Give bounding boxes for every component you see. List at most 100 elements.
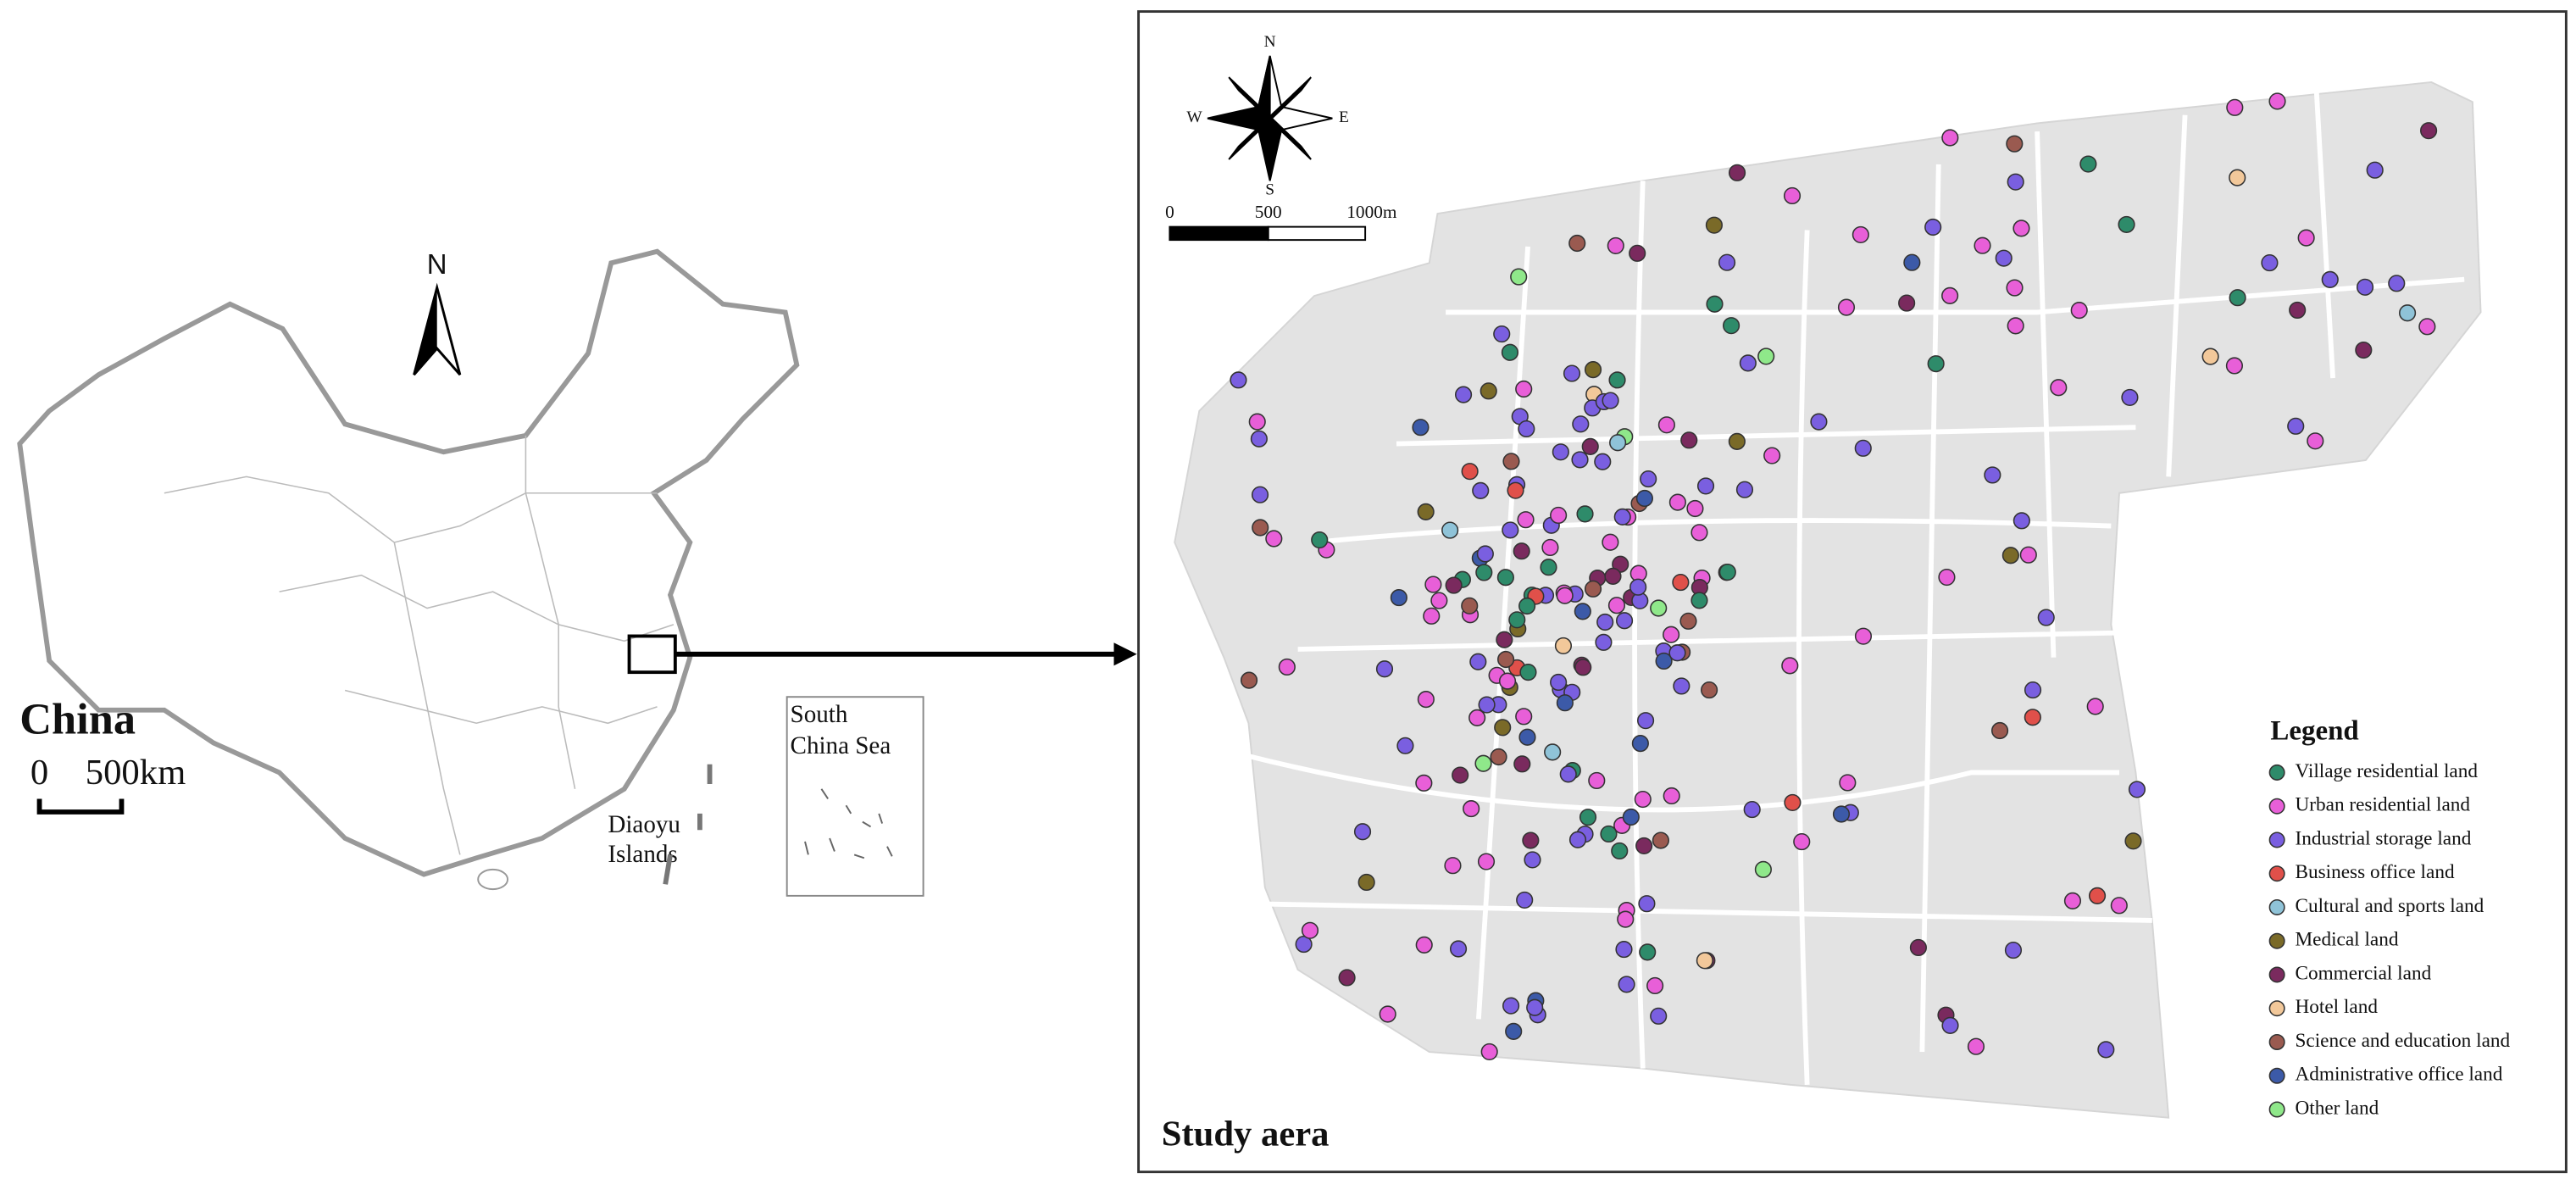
land-point	[1556, 587, 1574, 604]
land-point	[2226, 98, 2244, 116]
legend-swatch	[2268, 898, 2285, 915]
land-point	[1832, 805, 1851, 823]
land-point	[1967, 1037, 1985, 1055]
inset-label: South	[791, 701, 848, 728]
hainan	[477, 868, 509, 891]
land-point	[1640, 470, 1657, 488]
land-point	[1515, 708, 1533, 726]
north-label: N	[427, 248, 447, 280]
land-point	[1622, 808, 1640, 826]
land-point	[1743, 800, 1761, 819]
land-point	[2037, 609, 2055, 626]
province-lines	[344, 689, 658, 725]
legend-swatch	[2268, 798, 2285, 815]
land-point	[1655, 652, 1673, 670]
land-point	[1596, 613, 1614, 631]
land-point	[1690, 592, 1708, 609]
land-point	[2063, 892, 2082, 909]
land-point	[1518, 728, 1536, 746]
land-point	[1461, 463, 1479, 481]
land-point	[1909, 938, 1927, 957]
land-point	[2124, 832, 2142, 850]
legend-swatch	[2268, 1033, 2285, 1050]
land-point	[1579, 809, 1597, 826]
land-point	[1251, 486, 1269, 503]
land-point	[2388, 275, 2406, 292]
land-point	[1602, 533, 1619, 551]
scale-label: 0	[1165, 202, 1174, 222]
inset-islands	[804, 788, 893, 859]
legend-swatch	[2268, 764, 2285, 781]
island-label: Diaoyu	[608, 811, 680, 838]
land-point	[1783, 186, 1802, 205]
land-point	[1690, 524, 1708, 542]
land-point	[1478, 696, 1496, 714]
islands	[663, 764, 713, 885]
land-point	[1568, 831, 1587, 848]
land-point	[1475, 564, 1493, 581]
land-point	[1607, 597, 1626, 614]
land-point	[1556, 694, 1574, 712]
legend-swatch	[2268, 1067, 2285, 1084]
land-point	[1584, 580, 1602, 598]
land-point	[1230, 371, 1247, 389]
land-point	[2418, 318, 2436, 336]
land-point	[1513, 755, 1531, 773]
land-point	[2356, 278, 2374, 296]
land-point	[2128, 781, 2146, 798]
legend-label: Industrial storage land	[2295, 827, 2471, 849]
land-point	[1810, 413, 1828, 431]
legend-label: Commercial land	[2295, 962, 2431, 984]
land-point	[1248, 413, 1266, 431]
land-points	[1230, 92, 2438, 1060]
scale-label: 500km	[86, 753, 186, 792]
island-label: Islands	[608, 841, 677, 868]
land-point	[1609, 434, 1627, 452]
land-point	[2006, 279, 2024, 297]
study-title: Study aera	[1162, 1115, 1330, 1154]
land-point	[2007, 173, 2024, 191]
scale-label: 1000m	[1346, 202, 1397, 222]
land-point	[1941, 286, 1959, 304]
land-point	[1444, 857, 1462, 875]
land-point	[2225, 357, 2244, 375]
land-point	[1629, 578, 1647, 596]
land-point	[1502, 521, 1519, 539]
land-point	[1607, 236, 1624, 254]
china-outline	[17, 248, 800, 877]
land-point	[1338, 969, 1356, 987]
land-point	[1629, 244, 1646, 262]
land-point	[2261, 253, 2279, 272]
land-point	[1984, 466, 2001, 484]
land-point	[1679, 612, 1697, 630]
land-point	[1265, 530, 1283, 548]
land-point	[1480, 1043, 1498, 1060]
land-point	[1353, 823, 1372, 841]
land-point	[2006, 135, 2024, 153]
land-point	[1301, 921, 1319, 939]
compass	[1207, 55, 1333, 181]
land-point	[1505, 1022, 1523, 1040]
land-point	[1595, 633, 1613, 651]
land-point	[1584, 361, 1602, 379]
land-point	[1563, 364, 1581, 382]
land-point	[1938, 568, 1956, 587]
land-point	[1494, 719, 1512, 737]
land-point	[1252, 519, 1269, 537]
land-point	[1588, 771, 1606, 790]
land-point	[1469, 653, 1487, 670]
land-point	[1635, 837, 1653, 855]
land-point	[1652, 831, 1669, 849]
land-point	[1552, 443, 1569, 461]
land-point	[1559, 765, 1577, 783]
land-point	[1728, 432, 1746, 450]
land-point	[1474, 754, 1492, 772]
arrow-head	[1113, 642, 1137, 666]
land-point	[1311, 531, 1329, 549]
land-point	[1696, 477, 1715, 495]
land-point	[2229, 289, 2246, 307]
land-point	[1852, 225, 1869, 244]
land-point	[2012, 220, 2030, 237]
land-point	[1496, 569, 1514, 587]
